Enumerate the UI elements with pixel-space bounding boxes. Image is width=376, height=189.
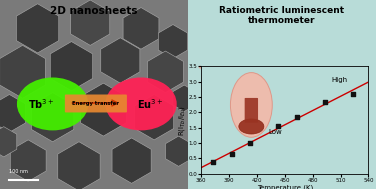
Polygon shape	[123, 8, 159, 49]
Text: Eu$^{3+}$: Eu$^{3+}$	[137, 97, 164, 111]
FancyBboxPatch shape	[245, 98, 258, 123]
Ellipse shape	[239, 119, 264, 134]
Polygon shape	[112, 138, 151, 183]
Polygon shape	[0, 127, 17, 157]
Polygon shape	[165, 136, 192, 166]
Polygon shape	[71, 0, 110, 45]
Polygon shape	[80, 83, 126, 136]
Polygon shape	[101, 38, 140, 83]
Polygon shape	[135, 94, 174, 140]
Point	[294, 115, 300, 119]
Polygon shape	[10, 140, 46, 181]
Point	[247, 142, 253, 145]
Polygon shape	[32, 93, 74, 142]
X-axis label: Temperature (K): Temperature (K)	[257, 184, 313, 189]
FancyBboxPatch shape	[65, 94, 127, 112]
Text: Tb$^{3+}$: Tb$^{3+}$	[28, 97, 55, 111]
Point	[229, 152, 235, 155]
Point	[275, 125, 281, 128]
Polygon shape	[17, 4, 59, 53]
Ellipse shape	[230, 73, 272, 137]
Ellipse shape	[17, 77, 88, 130]
Polygon shape	[0, 45, 45, 98]
Polygon shape	[158, 25, 188, 59]
Point	[322, 100, 328, 103]
Point	[350, 92, 356, 95]
Text: Low: Low	[268, 129, 282, 135]
Text: Energy transfer: Energy transfer	[72, 101, 120, 105]
Text: High: High	[332, 77, 348, 83]
Point	[210, 160, 216, 163]
Text: Ratiometric luminescent
thermometer: Ratiometric luminescent thermometer	[220, 6, 344, 25]
Ellipse shape	[105, 77, 177, 130]
Polygon shape	[0, 94, 26, 132]
Text: 100 nm: 100 nm	[9, 169, 28, 174]
Polygon shape	[58, 142, 100, 189]
Y-axis label: R(I$_{Tb}$/I$_{Eu}$): R(I$_{Tb}$/I$_{Eu}$)	[177, 105, 187, 136]
Polygon shape	[50, 42, 92, 91]
Text: 2D nanosheets: 2D nanosheets	[50, 6, 138, 16]
Polygon shape	[173, 85, 196, 112]
Polygon shape	[147, 51, 183, 93]
